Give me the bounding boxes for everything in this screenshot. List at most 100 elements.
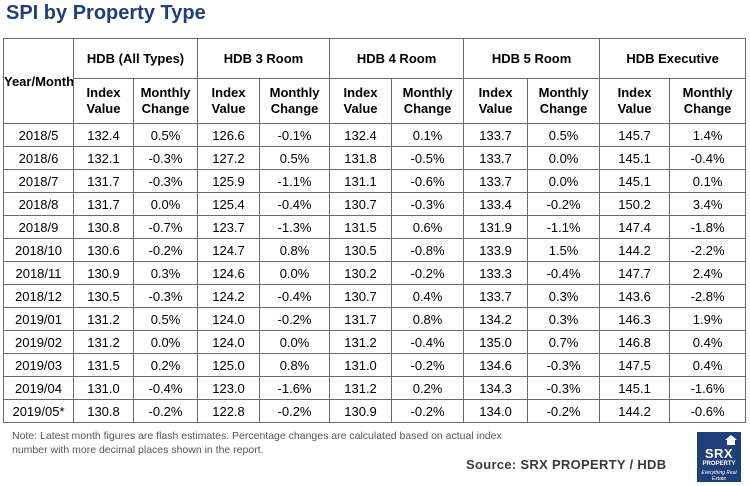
monthly-change-cell: -1.1% [527,215,601,239]
index-value-cell: 131.7 [329,307,393,331]
monthly-change-cell: 1.9% [669,307,747,331]
monthly-change-cell: -0.4% [259,192,331,216]
monthly-change-cell: -0.4% [669,146,747,170]
sub-header-monthly-change: Monthly Change [132,78,199,124]
monthly-change-cell: -0.3% [132,146,199,170]
monthly-change-cell: 0.7% [527,330,601,354]
index-value-cell: 146.8 [599,330,671,354]
sub-header-line: Index [478,85,513,100]
monthly-change-cell: -2.8% [669,284,747,308]
sub-header-row: Index Value Monthly Change Index Value Monthly… [4,78,747,124]
table-row: 2018/6 132.1 -0.3% 127.2 0.5% 131.8 -0.5% 133.7… [3,146,747,170]
monthly-change-cell: 0.8% [259,238,331,262]
sub-header-line: Value [211,101,246,116]
index-value-cell: 145.1 [599,169,671,193]
monthly-change-cell: -0.5% [391,146,465,170]
sub-header-monthly-change: Monthly Change [391,78,465,124]
sub-header-line: Index [86,85,121,100]
index-value-cell: 131.5 [329,215,393,239]
index-value-cell: 122.8 [197,399,261,423]
table-body: 2018/5 132.4 0.5% 126.6 -0.1% 132.4 0.1% 133.7 0… [3,123,747,423]
house-icon [725,435,737,445]
group-header: HDB 5 Room [463,38,601,79]
index-value-cell: 130.9 [329,399,393,423]
sub-header-line: Monthly [402,85,453,100]
index-value-cell: 125.4 [197,192,261,216]
index-value-cell: 143.6 [599,284,671,308]
period-cell: 2019/03 [3,353,74,377]
page-title: SPI by Property Type [6,2,206,24]
monthly-change-cell: -0.3% [527,376,601,400]
monthly-change-cell: -0.7% [132,215,199,239]
index-value-cell: 130.5 [329,238,393,262]
period-cell: 2018/5 [3,123,74,147]
index-value-cell: 131.2 [73,307,134,331]
index-value-cell: 133.7 [463,169,529,193]
index-value-cell: 145.1 [599,376,671,400]
sub-header-line: Monthly [269,85,320,100]
monthly-change-cell: 0.5% [132,307,199,331]
index-value-cell: 131.8 [329,146,393,170]
period-cell: 2019/04 [3,376,74,400]
monthly-change-cell: -0.2% [527,192,601,216]
monthly-change-cell: 0.8% [391,307,465,331]
group-header: HDB Executive [599,38,747,79]
index-value-cell: 133.7 [463,123,529,147]
sub-header-index-value: Index Value [197,78,261,124]
index-value-cell: 124.0 [197,307,261,331]
srx-logo: SRX PROPERTY Everything Real Estate [697,432,741,482]
sub-header-index-value: Index Value [329,78,393,124]
index-value-cell: 146.3 [599,307,671,331]
index-value-cell: 134.0 [463,399,529,423]
monthly-change-cell: -0.2% [391,353,465,377]
monthly-change-cell: 3.4% [669,192,747,216]
monthly-change-cell: 0.8% [259,353,331,377]
monthly-change-cell: -0.6% [391,169,465,193]
sub-header-line: Value [86,101,121,116]
index-value-cell: 133.9 [463,238,529,262]
monthly-change-cell: 0.3% [132,261,199,285]
index-value-cell: 131.9 [463,215,529,239]
monthly-change-cell: 0.5% [527,123,601,147]
monthly-change-cell: 1.4% [669,123,747,147]
index-value-cell: 132.4 [73,123,134,147]
row-header-year-month: Year/Month [3,38,74,124]
sub-header-line: Value [478,101,513,116]
index-value-cell: 130.8 [73,215,134,239]
index-value-cell: 130.2 [329,261,393,285]
sub-header-monthly-change: Monthly Change [259,78,331,124]
monthly-change-cell: -0.3% [132,284,199,308]
index-value-cell: 133.4 [463,192,529,216]
group-header: HDB 3 Room [197,38,331,79]
table-row: 2018/8 131.7 0.0% 125.4 -0.4% 130.7 -0.3% 133.4… [3,192,747,216]
table-row: 2019/03 131.5 0.2% 125.0 0.8% 131.0 -0.2% 134.6… [3,353,747,377]
sub-header-line: Change [270,101,319,116]
table-row: 2019/01 131.2 0.5% 124.0 -0.2% 131.7 0.8% 134.2… [3,307,747,331]
index-value-cell: 124.6 [197,261,261,285]
index-value-cell: 124.2 [197,284,261,308]
monthly-change-cell: -0.4% [527,261,601,285]
period-cell: 2018/11 [3,261,74,285]
logo-brand: SRX [704,446,734,461]
table-row: 2018/5 132.4 0.5% 126.6 -0.1% 132.4 0.1% 133.7 0… [3,123,747,147]
index-value-cell: 125.9 [197,169,261,193]
monthly-change-cell: 0.6% [391,215,465,239]
index-value-cell: 125.0 [197,353,261,377]
index-value-cell: 124.0 [197,330,261,354]
logo-tagline: Everything Real Estate [701,470,737,482]
table-row: 2018/11 130.9 0.3% 124.6 0.0% 130.2 -0.2% 133.3… [3,261,747,285]
index-value-cell: 131.0 [73,376,134,400]
table-row: 2018/12 130.5 -0.3% 124.2 -0.4% 130.7 0.4% 133.… [3,284,747,308]
monthly-change-cell: -1.8% [669,215,747,239]
monthly-change-cell: -0.4% [132,376,199,400]
period-cell: 2019/01 [3,307,74,331]
monthly-change-cell: 1.5% [527,238,601,262]
sub-header-index-value: Index Value [463,78,529,124]
monthly-change-cell: -0.4% [259,284,331,308]
index-value-cell: 131.2 [329,376,393,400]
sub-header-line: Index [343,85,378,100]
sub-header-line: Change [539,101,588,116]
table-row: 2018/10 130.6 -0.2% 124.7 0.8% 130.5 -0.8% 133.… [3,238,747,262]
sub-header-line: Change [683,101,732,116]
monthly-change-cell: -0.2% [391,261,465,285]
